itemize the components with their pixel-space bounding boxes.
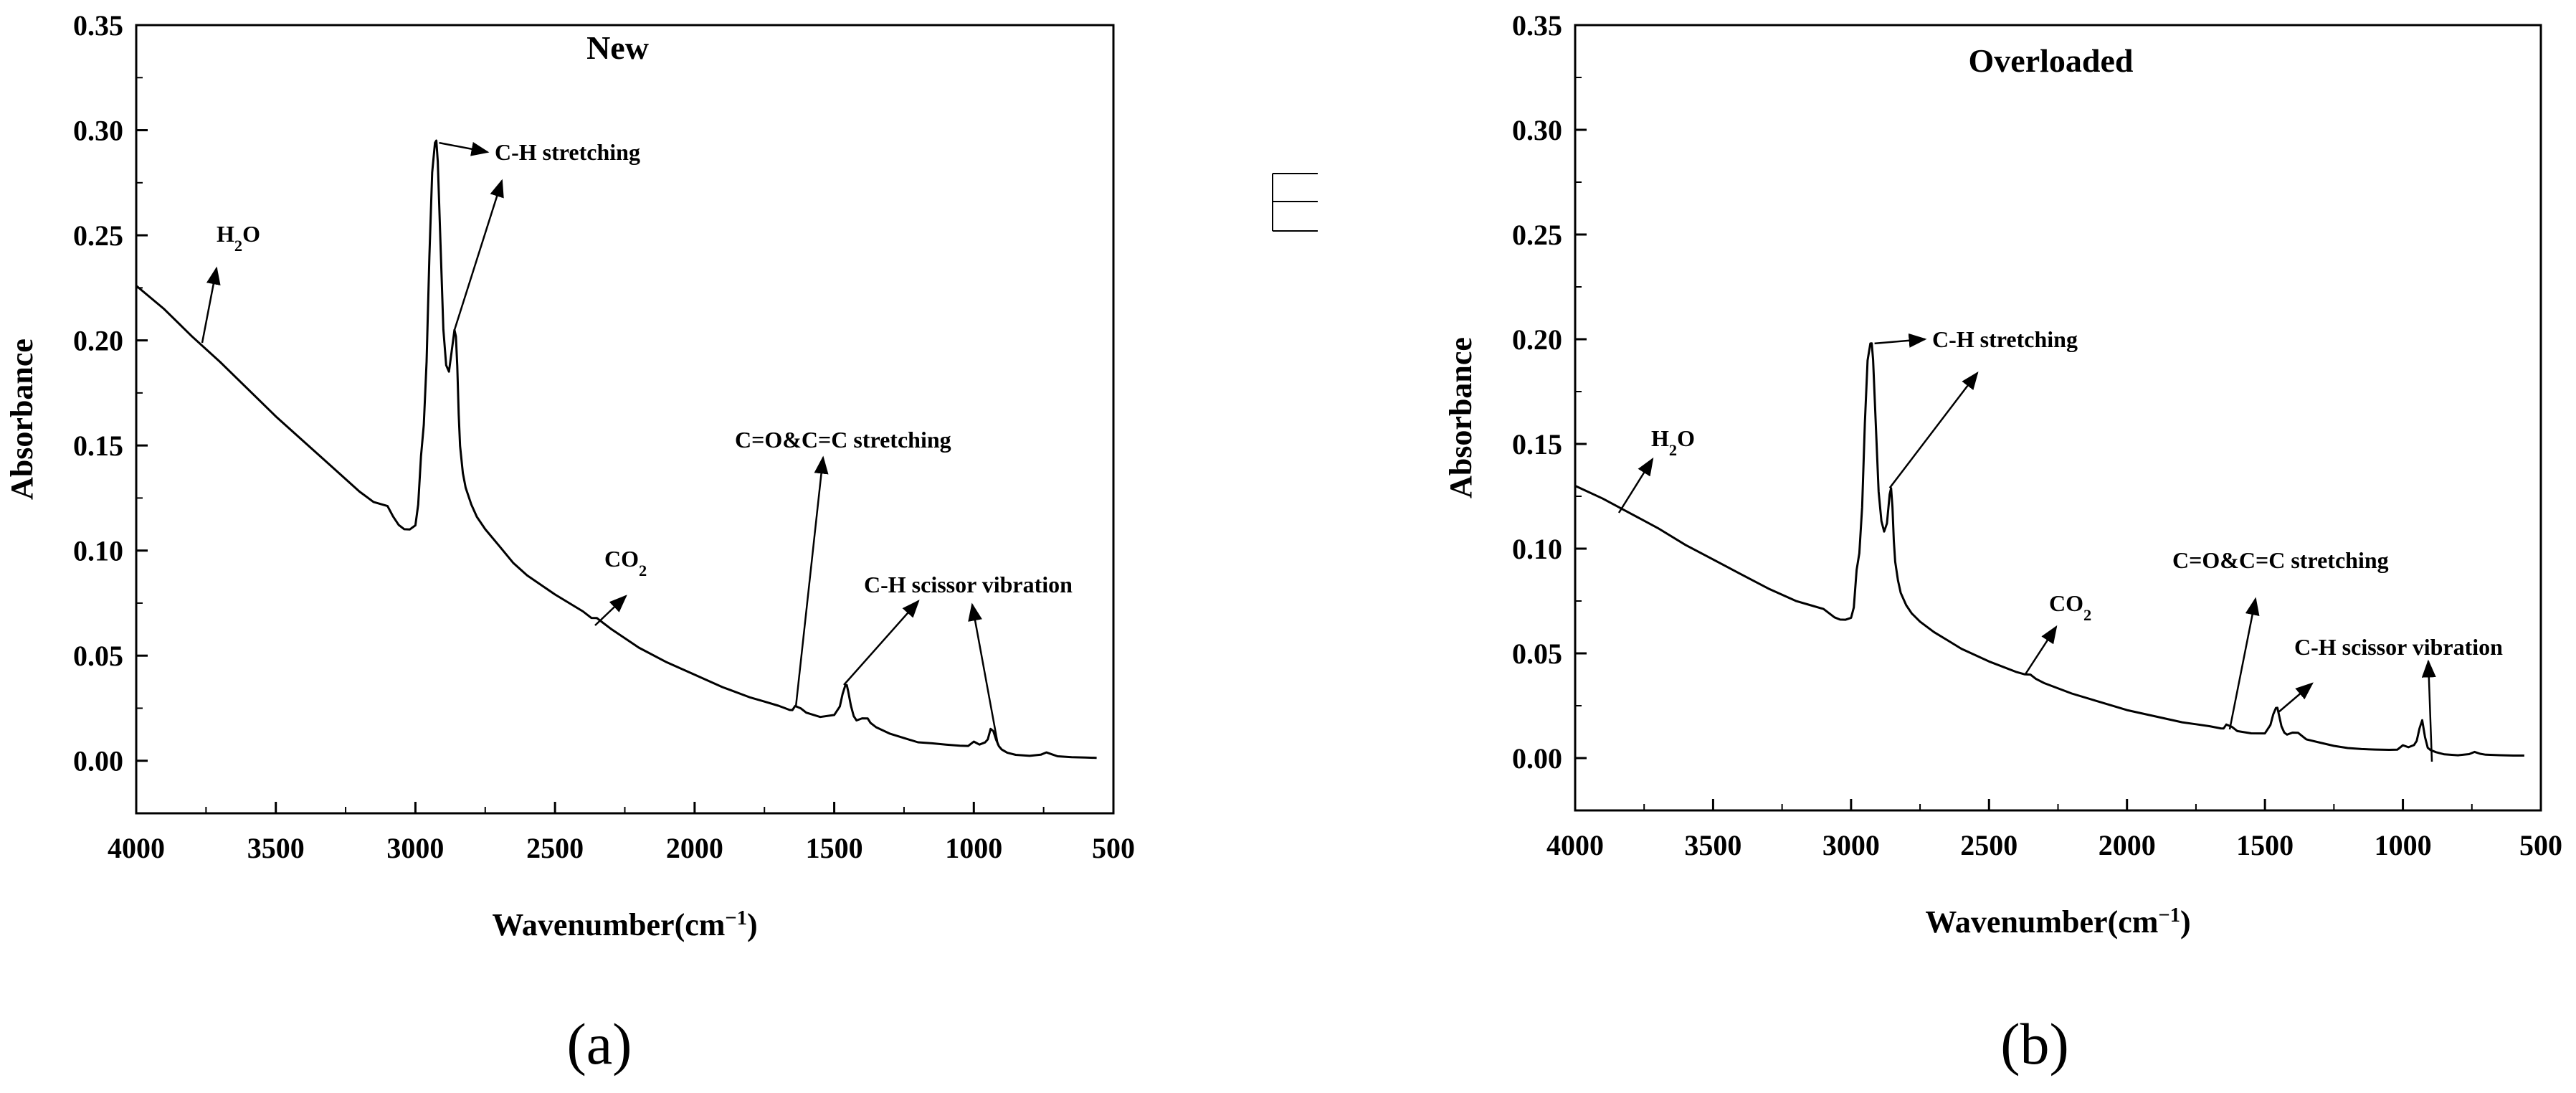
- y-axis-title: Absorbance: [4, 339, 39, 500]
- annotation-arrow: [439, 141, 490, 156]
- plot-frame: [1574, 24, 2542, 812]
- x-axis-title: Wavenumber(cm−1): [492, 907, 757, 943]
- annotation: H2O: [1617, 425, 1695, 514]
- annotation: C-H stretching: [1874, 326, 2078, 352]
- y-axis: 0.00 0.05 0.10 0.15 0.20 0.25 0.30 0.35: [1512, 9, 1587, 775]
- annotation: C-H scissor vibration: [843, 572, 1073, 686]
- x-tick-label: 3000: [386, 832, 444, 864]
- x-tick-label: 4000: [1546, 829, 1604, 861]
- y-tick-label: 0.30: [73, 115, 123, 147]
- y-tick-label: 0.30: [1512, 114, 1562, 146]
- panel-title: New: [586, 29, 649, 66]
- annotation-arrow: [1617, 457, 1654, 514]
- x-axis: 4000 3500 3000 2500 2000 1500 1000 500: [108, 802, 1135, 864]
- annotation: C-H scissor vibration: [2278, 634, 2503, 713]
- annotation-label: C-H stretching: [1932, 326, 2078, 352]
- chart-panel-b: 4000 3500 3000 2500 2000 1500 1000 5000.000.050…: [1443, 9, 2562, 1077]
- x-tick-label: 2500: [526, 832, 584, 864]
- annotation-label: H2O: [217, 221, 260, 255]
- y-tick-label: 0.35: [73, 9, 123, 42]
- x-tick-label: 500: [2519, 829, 2562, 861]
- y-tick-label: 0.00: [73, 745, 123, 777]
- annotation-label: C-H scissor vibration: [2294, 634, 2503, 660]
- chart-panel-a: 4000 3500 3000 2500 2000 1500 1000 5000.000.050…: [4, 9, 1135, 1077]
- annotation-label: CO2: [604, 546, 647, 579]
- annotation-arrow: [1888, 372, 1979, 489]
- annotation-arrow: [2421, 659, 2436, 762]
- y-tick-label: 0.15: [1512, 428, 1562, 460]
- x-tick-label: 3500: [1684, 829, 1741, 861]
- spectrum-line: [136, 139, 1097, 760]
- y-tick-label: 0.25: [73, 219, 123, 252]
- spectrum-line: [1574, 342, 2524, 757]
- x-tick-label: 500: [1092, 832, 1135, 864]
- annotation: CO2: [594, 546, 647, 626]
- x-tick-label: 1000: [945, 832, 1002, 864]
- annotation: C=O&C=C stretching: [2172, 547, 2389, 730]
- y-tick-label: 0.20: [1512, 323, 1562, 356]
- x-tick-label: 1500: [806, 832, 863, 864]
- x-tick-label: 1500: [2236, 829, 2294, 861]
- annotation: CO2: [2024, 590, 2091, 675]
- y-axis: 0.00 0.05 0.10 0.15 0.20 0.25 0.30 0.35: [73, 9, 148, 777]
- y-tick-label: 0.20: [73, 325, 123, 357]
- y-tick-label: 0.05: [1512, 638, 1562, 670]
- annotation: H2O: [201, 221, 260, 344]
- legend-fragment: [1272, 173, 1318, 232]
- annotation-label: C=O&C=C stretching: [2172, 547, 2389, 573]
- x-tick-label: 2000: [2099, 829, 2156, 861]
- annotation-arrow: [201, 266, 221, 344]
- y-axis-title: Absorbance: [1443, 337, 1478, 498]
- x-tick-label: 2500: [1960, 829, 2017, 861]
- annotation-label: C-H scissor vibration: [864, 572, 1073, 597]
- annotation-arrow: [843, 600, 920, 686]
- y-tick-label: 0.10: [73, 535, 123, 567]
- y-tick-label: 0.35: [1512, 9, 1562, 42]
- panel-caption: (a): [566, 1011, 632, 1077]
- y-tick-label: 0.05: [73, 640, 123, 672]
- panel-title: Overloaded: [1969, 42, 2134, 79]
- annotation-label: C=O&C=C stretching: [735, 427, 951, 453]
- x-tick-label: 2000: [666, 832, 723, 864]
- annotation-arrow: [453, 179, 504, 331]
- annotation-label: H2O: [1651, 425, 1695, 459]
- y-tick-label: 0.15: [73, 430, 123, 462]
- x-axis: 4000 3500 3000 2500 2000 1500 1000 500: [1546, 799, 2562, 861]
- x-tick-label: 4000: [108, 832, 165, 864]
- annotation-arrow: [2024, 625, 2058, 675]
- x-tick-label: 1000: [2375, 829, 2432, 861]
- annotation: C=O&C=C stretching: [735, 427, 951, 708]
- y-tick-label: 0.25: [1512, 219, 1562, 251]
- y-tick-label: 0.10: [1512, 533, 1562, 565]
- y-tick-label: 0.00: [1512, 742, 1562, 775]
- x-axis-title: Wavenumber(cm−1): [1925, 904, 2190, 940]
- annotation-arrow: [2228, 597, 2260, 730]
- annotation-arrow: [794, 455, 829, 708]
- x-tick-label: 3000: [1822, 829, 1880, 861]
- annotation-label: CO2: [2049, 590, 2091, 624]
- panel-caption: (b): [2000, 1011, 2069, 1077]
- annotation-arrow: [1874, 333, 1927, 348]
- x-tick-label: 3500: [247, 832, 305, 864]
- annotation-arrow: [2278, 682, 2314, 713]
- annotation-arrow: [968, 602, 999, 746]
- annotation-label: C-H stretching: [495, 139, 640, 165]
- annotation: C-H stretching: [439, 139, 640, 165]
- annotation-arrow: [594, 595, 627, 626]
